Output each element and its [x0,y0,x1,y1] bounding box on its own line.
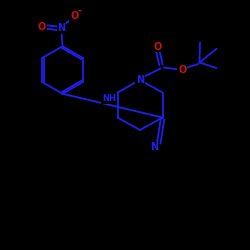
Text: NH: NH [102,94,116,103]
Text: O: O [70,11,78,21]
Text: O: O [38,22,46,32]
Text: N: N [57,23,65,33]
Text: O: O [178,65,186,75]
Text: N: N [150,142,158,152]
Text: N: N [136,75,144,85]
Text: -: - [78,6,82,16]
Text: O: O [154,42,162,51]
